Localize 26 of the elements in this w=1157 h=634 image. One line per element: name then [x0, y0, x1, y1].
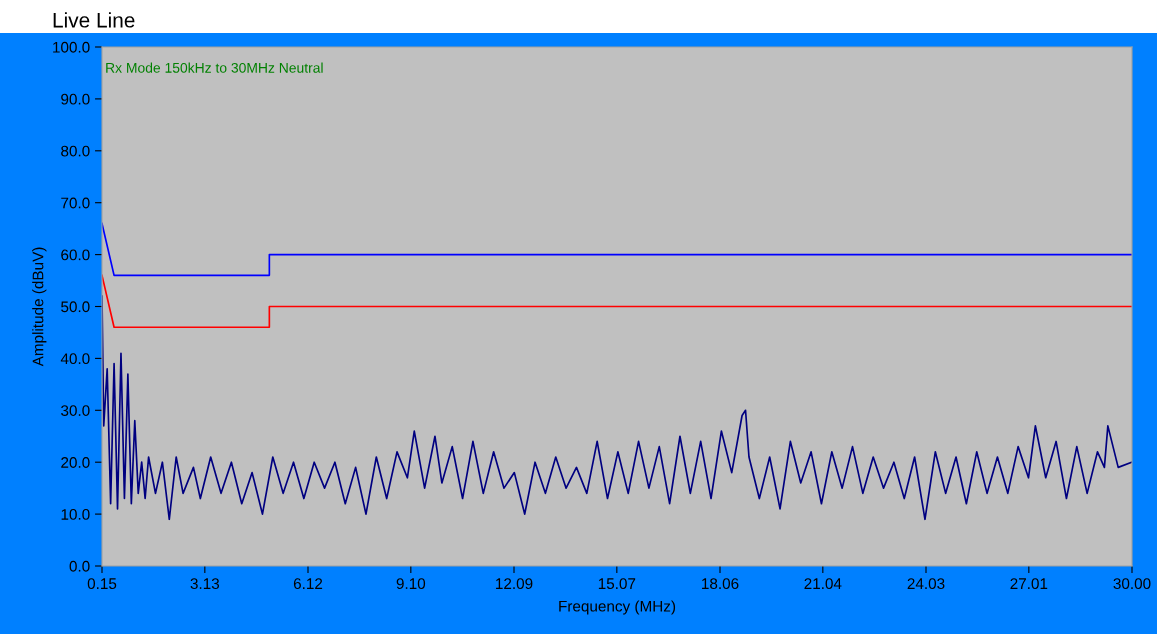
- x-tick-label: 6.12: [293, 578, 323, 590]
- y-tick-label: 10.0: [61, 508, 90, 520]
- x-tick-label: 18.06: [702, 578, 739, 590]
- y-tick-label: 30.0: [61, 405, 90, 416]
- y-tick-label: 80.0: [61, 145, 90, 157]
- y-tick-label: 50.0: [61, 301, 90, 313]
- y-tick-label: 20.0: [61, 457, 90, 468]
- y-tick-label: 40.0: [60, 353, 90, 365]
- x-tick-label: 30.00: [1113, 578, 1151, 590]
- x-tick-label: 27.01: [1010, 578, 1048, 590]
- x-tick-label: 12.09: [496, 578, 533, 590]
- x-axis-title: Frequency (MHz): [559, 600, 676, 615]
- annotation: Rx Mode 150kHz to 30MHz Neutral: [106, 62, 323, 73]
- y-tick-label: 60.0: [61, 249, 90, 261]
- chart-title: Live Line: [53, 12, 135, 28]
- x-tick-label: 24.03: [907, 578, 945, 590]
- y-tick-label: 100.0: [53, 41, 90, 53]
- x-tick-label: 0.15: [87, 578, 117, 590]
- y-tick-label: 90.0: [61, 93, 90, 105]
- x-tick-label: 15.07: [598, 578, 636, 590]
- x-tick-label: 9.10: [396, 578, 426, 590]
- x-tick-label: 3.13: [190, 578, 220, 590]
- y-tick-label: 70.0: [61, 197, 90, 209]
- y-axis-title: Amplitude (dBuV): [32, 247, 47, 367]
- y-tick-label: 0.0: [69, 560, 90, 572]
- x-tick-label: 21.04: [804, 578, 842, 590]
